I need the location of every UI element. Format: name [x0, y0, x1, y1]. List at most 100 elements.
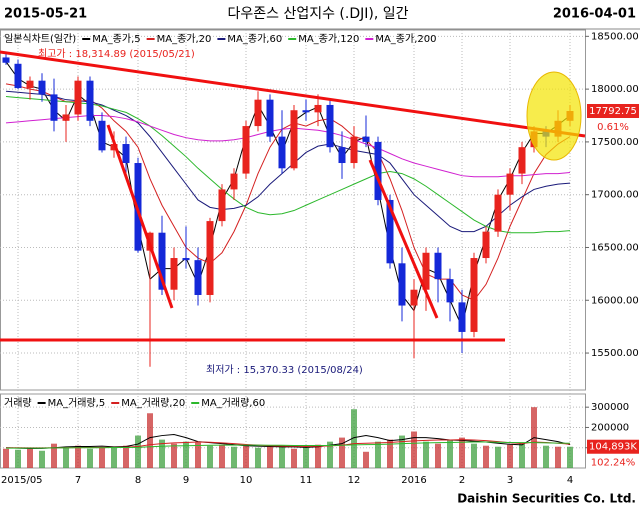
candle-body — [254, 99, 262, 127]
candle-body — [410, 289, 418, 306]
candle-body — [290, 110, 298, 169]
ma-line — [5, 434, 571, 450]
candle-body — [326, 104, 334, 148]
volume-bar — [315, 444, 321, 468]
volume-bar — [255, 447, 261, 468]
change-label: 0.61% — [597, 122, 629, 133]
volume-bar — [159, 439, 165, 468]
volume-bar — [447, 439, 453, 468]
candle-body — [446, 279, 454, 303]
candle-body — [74, 80, 82, 115]
x-tick-label: 10 — [240, 475, 253, 486]
candle-body — [14, 63, 22, 89]
y-tick-label: 16500.00 — [591, 242, 639, 253]
chart-title: 다우존스 산업지수 (.DJI), 일간 — [227, 6, 408, 22]
trendline — [368, 159, 439, 319]
y-tick-label: 18500.00 — [591, 31, 639, 42]
x-tick-label: 9 — [183, 475, 189, 486]
volume-bar — [363, 451, 369, 468]
candle-body — [242, 126, 250, 174]
volume-bar — [111, 446, 117, 468]
candle-body — [494, 194, 502, 232]
volume-bar — [387, 439, 393, 468]
volume-bar — [411, 431, 417, 468]
volume-bar — [543, 445, 549, 468]
volume-bar — [123, 445, 129, 468]
volume-bar — [435, 443, 441, 468]
legend-label: MA_거래량,60 — [201, 397, 265, 409]
volume-bar — [507, 444, 513, 468]
last-price-box — [587, 104, 639, 118]
x-tick-label: 2016 — [401, 475, 426, 486]
candle-body — [38, 80, 46, 95]
volume-bar — [279, 445, 285, 468]
volume-bar — [3, 448, 9, 468]
x-tick-label: 8 — [135, 475, 141, 486]
candle-body — [158, 232, 166, 290]
candle-body — [50, 94, 58, 121]
candle-body — [278, 136, 286, 169]
trendline — [106, 124, 174, 309]
ma-line — [5, 115, 571, 178]
candle-body — [398, 263, 406, 306]
x-tick-label: 12 — [348, 475, 361, 486]
volume-bar — [75, 445, 81, 468]
candle-body — [386, 199, 394, 264]
volume-bar — [519, 443, 525, 468]
overlay: 일본식차트(일간) MA_종가,5 MA_종가,20 MA_종가,60 MA_종가,12… — [4, 33, 639, 469]
volume-bar — [303, 447, 309, 468]
volume-bar — [147, 413, 153, 468]
ma-line — [6, 441, 571, 449]
x-tick-label: 2 — [459, 475, 465, 486]
volume-bar — [327, 441, 333, 468]
volume-bar — [135, 435, 141, 468]
trendlines — [0, 50, 586, 342]
volume-bar — [423, 441, 429, 468]
candle-body — [2, 57, 10, 63]
candle-body — [110, 144, 118, 151]
volume-bar — [351, 409, 357, 468]
candle-body — [506, 173, 514, 195]
candle-body — [350, 136, 358, 164]
volume-bar — [471, 443, 477, 468]
high-annotation: 최고가 : 18,314.89 (2015/05/21) — [38, 48, 195, 60]
legend-label: MA_종가,200 — [375, 33, 436, 45]
legend-label: MA_종가,60 — [227, 33, 282, 45]
volume-bar — [267, 446, 273, 468]
y-tick-label: 16000.00 — [591, 295, 639, 306]
volume-bar — [171, 443, 177, 468]
candle-body — [338, 147, 346, 164]
volume-bar — [375, 441, 381, 468]
y-tick-label: 17000.00 — [591, 190, 639, 201]
last-volume-box — [587, 439, 639, 454]
end-date: 2016-04-01 — [553, 7, 636, 22]
price-panel — [0, 29, 586, 391]
candle-body — [518, 147, 526, 174]
volume-bar — [459, 437, 465, 468]
x-tick-label: 11 — [300, 475, 313, 486]
x-tick-label: 4 — [567, 475, 573, 486]
volume-bar — [399, 435, 405, 468]
legend-label: MA_종가,20 — [157, 33, 212, 45]
y-tick-label: 200000 — [591, 422, 629, 433]
trendline — [0, 50, 586, 138]
volume-bar — [339, 437, 345, 468]
last-price: 17792.75 — [589, 106, 637, 117]
candle-body — [206, 221, 214, 295]
y-tick-label: 18000.00 — [591, 84, 639, 95]
candle-body — [182, 258, 190, 261]
candle-body — [482, 231, 490, 259]
legend-label: 거래량 — [4, 397, 32, 409]
volume-bar — [15, 449, 21, 468]
last-volume: 104,893K — [589, 442, 637, 453]
low-annotation: 최저가 : 15,370.33 (2015/08/24) — [206, 364, 363, 376]
legend-label: MA_종가,5 — [92, 33, 140, 45]
candle-body — [422, 252, 430, 290]
candle-body — [218, 189, 226, 222]
candle-body — [62, 114, 70, 121]
candle-body — [374, 141, 382, 200]
candle-body — [194, 260, 202, 295]
ratio-label: 102.24% — [591, 458, 636, 469]
volume-bar — [243, 445, 249, 468]
